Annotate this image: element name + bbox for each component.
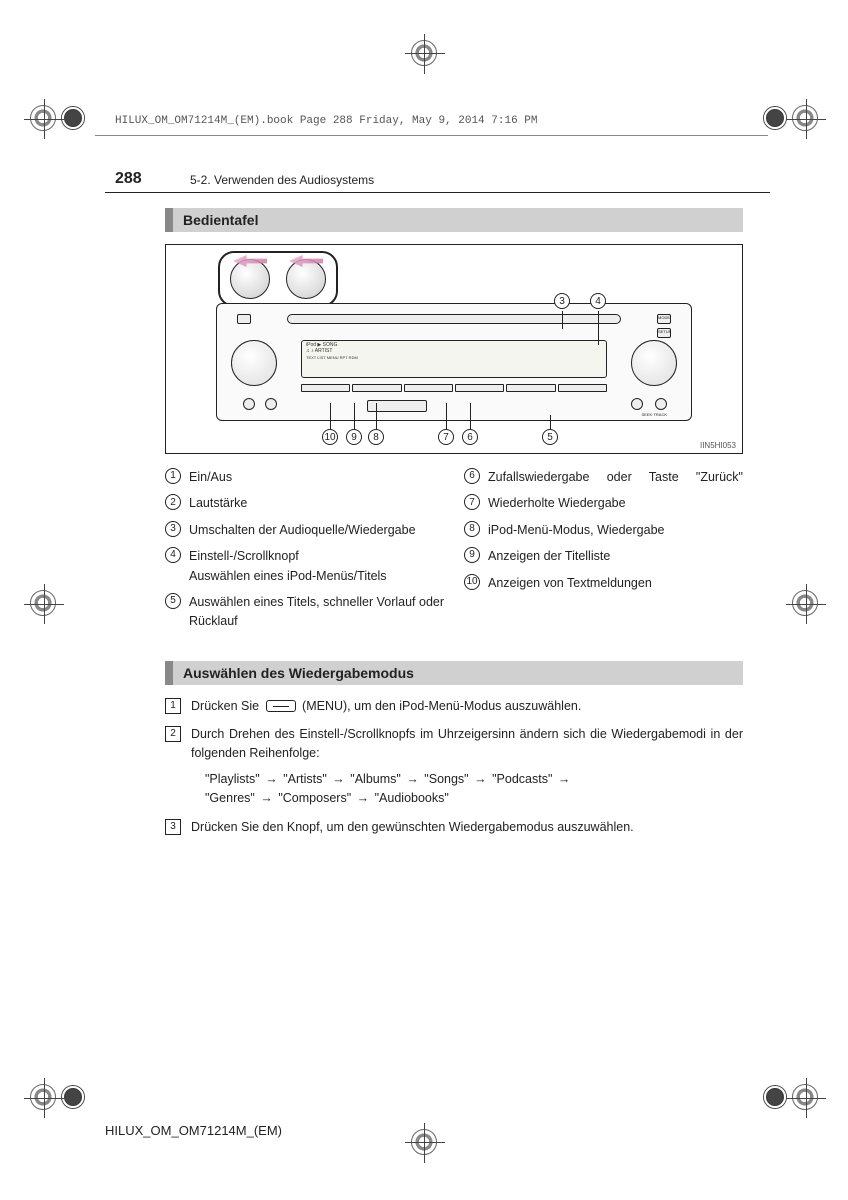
mode-button-icon: MODE — [657, 314, 671, 324]
step-3: 3 Drücken Sie den Knopf, um den gewünsch… — [165, 818, 743, 837]
top-rule — [105, 192, 770, 193]
preset-row — [301, 384, 607, 392]
legend-text: Einstell-/ScrollknopfAuswählen eines iPo… — [189, 547, 444, 586]
legend-text: Auswählen eines Titels, schneller Vorlau… — [189, 593, 444, 632]
display-line: ♫ ♪ ARTIST — [306, 349, 602, 355]
small-round-btn — [265, 398, 277, 410]
callout-6: 6 — [462, 429, 478, 445]
seek-label: SEEK·TRACK — [641, 412, 667, 417]
header-rule — [95, 135, 768, 136]
callout-4: 4 — [590, 293, 606, 309]
right-knob — [631, 340, 677, 386]
step-text: Drücken Sie den Knopf, um den gewünschte… — [191, 818, 743, 837]
step-text: Drücken Sie (MENU), um den iPod-Menü-Mod… — [191, 697, 743, 716]
panel-heading: Bedientafel — [165, 208, 743, 232]
crop-mark — [792, 590, 818, 616]
control-panel-diagram: 1 2 MODE SETUP iPod ▶ SONG ♫ ♪ ARTIST TE… — [165, 244, 743, 454]
step-num: 1 — [165, 698, 181, 714]
section-title: 5-2. Verwenden des Audiosystems — [190, 173, 374, 187]
callout-8: 8 — [368, 429, 384, 445]
callout-7: 7 — [438, 429, 454, 445]
footer-doc-id: HILUX_OM_OM71214M_(EM) — [105, 1123, 282, 1138]
legend-right: 6 Zufallswiedergabe oder Taste "Zurück" 7… — [464, 468, 743, 639]
crop-mark — [30, 105, 84, 131]
menu-button-icon — [266, 700, 296, 712]
small-round-btn — [243, 398, 255, 410]
num-3: 3 — [165, 521, 181, 537]
num-2: 2 — [165, 494, 181, 510]
legend-text: iPod-Menü-Modus, Wiedergabe — [488, 521, 743, 540]
num-8: 8 — [464, 521, 480, 537]
num-4: 4 — [165, 547, 181, 563]
steps-list: 1 Drücken Sie (MENU), um den iPod-Menü-M… — [165, 697, 743, 837]
setup-button-icon: SETUP — [657, 328, 671, 338]
step-text: Durch Drehen des Einstell-/Scrollknopfs … — [191, 725, 743, 809]
volume-knob-icon — [286, 259, 326, 299]
content-area: Bedientafel 1 2 MODE SETUP iPod ▶ SONG ♫… — [165, 208, 743, 846]
legend-text: Umschalten der Audioquelle/Wiedergabe — [189, 521, 444, 540]
display-screen: iPod ▶ SONG ♫ ♪ ARTIST TEXT LIST MENU RP… — [301, 340, 607, 378]
num-10: 10 — [464, 574, 480, 590]
cd-slot — [287, 314, 621, 324]
knob-zoom-bubble — [218, 251, 338, 307]
legend-text: Anzeigen der Titelliste — [488, 547, 743, 566]
seek-back-icon — [631, 398, 643, 410]
callout-9: 9 — [346, 429, 362, 445]
legend-text: Wiederholte Wiedergabe — [488, 494, 743, 513]
crop-mark — [411, 40, 437, 66]
crop-mark — [764, 1084, 818, 1110]
file-info: HILUX_OM_OM71214M_(EM).book Page 288 Fri… — [115, 115, 537, 127]
display-line: TEXT LIST MENU RPT RDM — [306, 356, 602, 360]
eject-button-icon — [237, 314, 251, 324]
legend-text: Anzeigen von Textmeldungen — [488, 574, 743, 593]
legend-text: Zufallswiedergabe oder Taste "Zurück" — [488, 468, 743, 487]
seek-fwd-icon — [655, 398, 667, 410]
step-num: 3 — [165, 819, 181, 835]
legend-columns: 1 Ein/Aus 2 Lautstärke 3 Umschalten der Aud… — [165, 468, 743, 639]
crop-mark — [764, 105, 818, 131]
left-knob — [231, 340, 277, 386]
step-num: 2 — [165, 726, 181, 742]
crop-mark — [30, 1084, 84, 1110]
crop-mark — [411, 1129, 437, 1155]
num-6: 6 — [464, 468, 480, 484]
page-number: 288 — [115, 170, 142, 188]
legend-text: Lautstärke — [189, 494, 444, 513]
callout-10: 10 — [322, 429, 338, 445]
legend-left: 1 Ein/Aus 2 Lautstärke 3 Umschalten der Aud… — [165, 468, 444, 639]
power-knob-icon — [230, 259, 270, 299]
callout-3: 3 — [554, 293, 570, 309]
num-9: 9 — [464, 547, 480, 563]
image-code: IIN5HI053 — [700, 441, 736, 450]
step-2: 2 Durch Drehen des Einstell-/Scrollknopf… — [165, 725, 743, 809]
callout-5: 5 — [542, 429, 558, 445]
num-7: 7 — [464, 494, 480, 510]
num-1: 1 — [165, 468, 181, 484]
crop-mark — [30, 590, 56, 616]
radio-unit: MODE SETUP iPod ▶ SONG ♫ ♪ ARTIST TEXT L… — [216, 303, 692, 421]
num-5: 5 — [165, 593, 181, 609]
legend-text: Ein/Aus — [189, 468, 444, 487]
step-1: 1 Drücken Sie (MENU), um den iPod-Menü-M… — [165, 697, 743, 716]
mode-heading: Auswählen des Wiedergabemodus — [165, 661, 743, 685]
mode-sequence: "Playlists" → "Artists" → "Albums" → "So… — [205, 770, 743, 809]
